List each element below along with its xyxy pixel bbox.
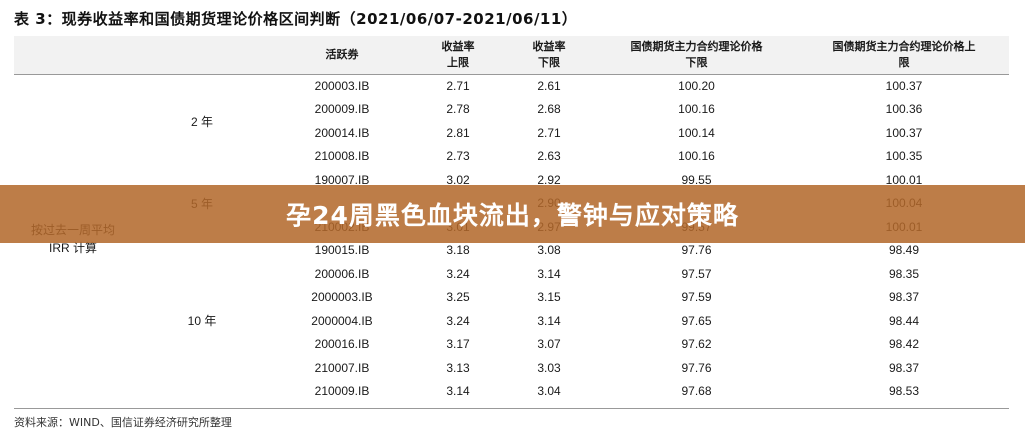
table-row: 210009.IB 3.14 3.04 97.68 98.53: [14, 380, 1009, 404]
table-cell: 2.71: [537, 125, 561, 140]
table-cell: 200006.IB: [314, 266, 370, 281]
table-cell: 200016.IB: [314, 337, 370, 352]
table-cell: 98.42: [888, 337, 920, 352]
table-cell: 2000003.IB: [311, 290, 373, 305]
table-cell: 3.13: [446, 360, 470, 375]
table-row: 200006.IB 3.24 3.14 97.57 98.35: [14, 262, 1009, 286]
table-cell: 98.44: [888, 313, 920, 328]
tenor-group-label: 2 年: [190, 114, 213, 129]
table-cell: 100.37: [885, 125, 923, 140]
column-header: 收益率 上限: [412, 36, 504, 74]
table-cell: 98.53: [888, 384, 920, 399]
table-cell: 2.81: [446, 125, 470, 140]
table-cell: 3.24: [446, 266, 470, 281]
table-cell: 97.65: [681, 313, 712, 328]
headline-banner: 孕24周黑色血块流出，警钟与应对策略: [0, 185, 1025, 243]
table-cell: 3.07: [537, 337, 561, 352]
table-cell: 2.63: [537, 149, 561, 164]
table-cell: 97.62: [681, 337, 712, 352]
table-cell: 98.37: [888, 290, 920, 305]
price-range-table: 活跃券 收益率 上限 收益率 下限 国债期货主力合约理论价格 下限 国债期货主力合约理论…: [14, 36, 1009, 403]
table-header-row: 活跃券 收益率 上限 收益率 下限 国债期货主力合约理论价格 下限 国债期货主力合约理论…: [14, 36, 1009, 74]
table-cell: 2.92: [537, 172, 561, 187]
column-header: 国债期货主力合约理论价格 下限: [594, 36, 799, 74]
table-cell: 3.08: [537, 243, 561, 258]
table-row: 210007.IB 3.13 3.03 97.76 98.37: [14, 356, 1009, 380]
table-cell: 3.24: [446, 313, 470, 328]
table-cell: 190015.IB: [314, 243, 370, 258]
table-cell: 100.14: [678, 125, 715, 140]
table-cell: 100.16: [678, 149, 715, 164]
table-cell: 2.71: [446, 78, 470, 93]
table-cell: 99.55: [681, 172, 712, 187]
table-cell: 100.01: [885, 172, 923, 187]
table-row: 按过去一周平均 IRR 计算2 年200003.IB2.712.61100.20…: [14, 74, 1009, 255]
table-cell: 2.73: [446, 149, 470, 164]
table-row: 210008.IB 2.73 2.63 100.16 100.35: [14, 145, 1009, 169]
table-cell: 3.14: [446, 384, 470, 399]
table-cell: 210009.IB: [314, 384, 370, 399]
column-header: [14, 36, 132, 74]
column-header: 收益率 下限: [504, 36, 594, 74]
table-row: 200009.IB 2.78 2.68 100.16 100.36: [14, 98, 1009, 122]
table-cell: 200003.IB: [314, 78, 370, 93]
table-cell: 3.04: [537, 384, 561, 399]
table-row: 200016.IB 3.17 3.07 97.62 98.42: [14, 333, 1009, 357]
table-cell: 2000004.IB: [311, 313, 373, 328]
table-cell: 97.76: [681, 243, 712, 258]
table-cell: 200014.IB: [314, 125, 370, 140]
table-cell: 190007.IB: [314, 172, 370, 187]
table-cell: 2.61: [537, 78, 561, 93]
table-cell: 100.20: [678, 78, 715, 93]
table-cell: 100.35: [885, 149, 923, 164]
table-cell: 3.03: [537, 360, 561, 375]
column-header: 活跃券: [272, 36, 412, 74]
table-cell: 97.68: [681, 384, 712, 399]
table-row: 2000004.IB 3.24 3.14 97.65 98.44: [14, 309, 1009, 333]
table-title: 表 3：现券收益率和国债期货理论价格区间判断（2021/06/07-2021/0…: [14, 10, 578, 28]
table-cell: 3.25: [446, 290, 470, 305]
table-cell: 210008.IB: [314, 149, 370, 164]
table-cell: 2.78: [446, 102, 470, 117]
table-row: 200014.IB 2.81 2.71 100.14 100.37: [14, 121, 1009, 145]
bottom-rule: [14, 408, 1009, 409]
header-rule: [14, 74, 1009, 75]
table-cell: 3.15: [537, 290, 561, 305]
table-cell: 97.59: [681, 290, 712, 305]
table-cell: 2.68: [537, 102, 561, 117]
table-cell: 3.14: [537, 266, 561, 281]
table-cell: 3.18: [446, 243, 470, 258]
table-cell: 200009.IB: [314, 102, 370, 117]
table-cell: 97.57: [681, 266, 712, 281]
headline-text: 孕24周黑色血块流出，警钟与应对策略: [286, 201, 739, 230]
column-header: 国债期货主力合约理论价格上 限: [799, 36, 1009, 74]
table-cell: 100.16: [678, 102, 715, 117]
table-cell: 3.02: [446, 172, 470, 187]
table-cell: 98.35: [888, 266, 920, 281]
table-cell: 97.76: [681, 360, 712, 375]
source-note: 资料来源：WIND、国信证券经济研究所整理: [14, 416, 232, 429]
table-cell: 98.49: [888, 243, 920, 258]
table-cell: 100.36: [885, 102, 923, 117]
table-row: 10 年 190015.IB 3.18 3.08 97.76 98.49: [14, 239, 1009, 328]
tenor-group-label: 10 年: [187, 314, 217, 329]
table-cell: 3.17: [446, 337, 470, 352]
table-cell: 210007.IB: [314, 360, 370, 375]
table-cell: 98.37: [888, 360, 920, 375]
table-cell: 100.37: [885, 78, 923, 93]
column-header: [132, 36, 272, 74]
table-cell: 3.14: [537, 313, 561, 328]
table-row: 2000003.IB 3.25 3.15 97.59 98.37: [14, 286, 1009, 310]
